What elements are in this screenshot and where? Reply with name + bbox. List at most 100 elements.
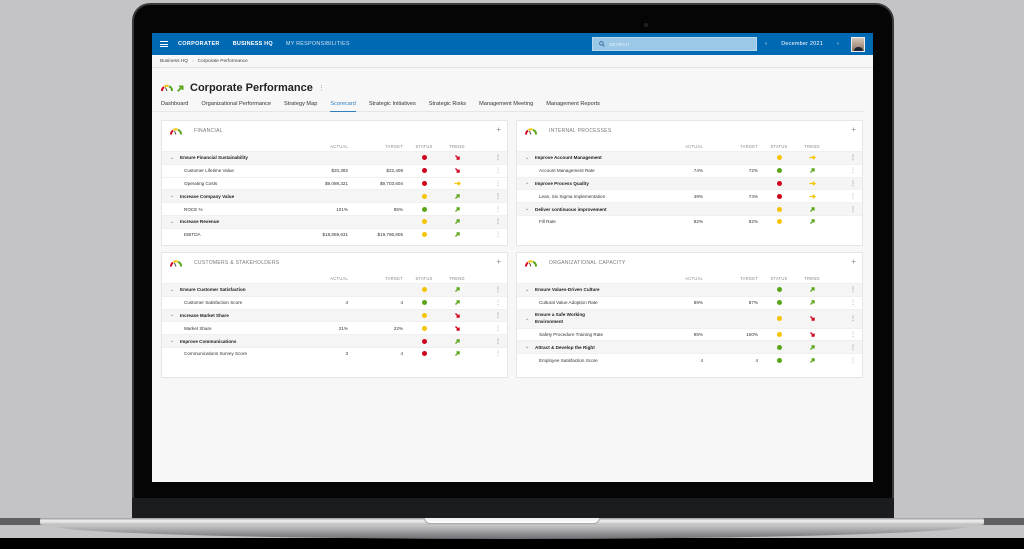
period-label[interactable]: December 2021 — [781, 41, 823, 47]
nav-business-hq[interactable]: BUSINESS HQ — [232, 41, 273, 47]
nav-my-responsibilities[interactable]: MY RESPONSIBILITIES — [285, 41, 350, 47]
row-menu-icon[interactable]: ⋮ — [495, 312, 501, 319]
row-menu-icon[interactable]: ⋮ — [495, 325, 501, 332]
row-name: Lean, Six Sigma Implementation — [539, 193, 606, 199]
objective-row[interactable]: ⌄ Deliver continuous improvement ⋮ — [517, 202, 862, 215]
row-menu-icon[interactable]: ⋮ — [495, 287, 501, 294]
kpi-row[interactable]: Fill Rate 82% 82% — [517, 214, 862, 228]
row-menu-icon[interactable]: ⋮ — [850, 287, 856, 294]
chevron-down-icon[interactable]: ⌄ — [525, 286, 530, 293]
logo[interactable]: CORPORATER — [178, 41, 220, 47]
objective-row[interactable]: ⌄ Improve Account Management ⋮ — [517, 151, 862, 164]
kpi-row[interactable]: ROCE % 101% 85% ⋮ — [162, 202, 507, 215]
tab-strategic-risks[interactable]: Strategic Risks — [428, 100, 467, 107]
add-button[interactable]: + — [851, 125, 856, 134]
prev-period-button[interactable]: ‹ — [765, 41, 768, 47]
breadcrumb-business-hq[interactable]: Business HQ — [160, 58, 188, 64]
chevron-down-icon[interactable]: ⌄ — [170, 286, 175, 293]
page-menu-icon[interactable]: ⋮ — [317, 85, 325, 92]
tab-management-meeting[interactable]: Management Meeting — [479, 100, 534, 107]
row-name: Deliver continuous improvement — [535, 206, 607, 212]
chevron-down-icon[interactable]: ⌄ — [525, 180, 530, 187]
kpi-row[interactable]: Account Management Rate 74% 72% ⋮ — [517, 163, 862, 177]
kpi-row[interactable]: Market Share 21% 22% ⋮ — [162, 321, 507, 334]
menu-icon[interactable] — [160, 41, 168, 47]
chevron-down-icon[interactable]: ⌄ — [170, 154, 175, 161]
search-input[interactable]: SEARCH — [592, 37, 758, 51]
chevron-down-icon[interactable]: ⌄ — [525, 315, 530, 322]
row-menu-icon[interactable]: ⋮ — [850, 344, 856, 351]
row-menu-icon[interactable]: ⋮ — [850, 206, 856, 213]
kpi-row[interactable]: Cultural Value Adoption Rate 89% 87% ⋮ — [517, 295, 862, 309]
chevron-down-icon[interactable]: ⌄ — [170, 218, 175, 225]
add-button[interactable]: + — [496, 257, 501, 266]
app-screen: CORPORATER BUSINESS HQ MY RESPONSIBILITI… — [152, 33, 873, 482]
chevron-down-icon[interactable]: ⌄ — [170, 193, 175, 200]
objective-row[interactable]: ⌄ Ensure Values-Driven Culture ⋮ — [517, 283, 862, 296]
row-menu-icon[interactable]: ⋮ — [850, 193, 856, 200]
row-menu-icon[interactable]: ⋮ — [850, 357, 856, 364]
tab-strategic-initiatives[interactable]: Strategic Initiatives — [368, 100, 416, 107]
kpi-row[interactable]: Safety Procedure Training Rate 95% 100% ⋮ — [517, 327, 862, 341]
row-menu-icon[interactable]: ⋮ — [495, 338, 501, 345]
chevron-down-icon[interactable]: ⌄ — [525, 206, 530, 213]
objective-row[interactable]: ⌄ Improve Process Quality ⋮ — [517, 176, 862, 190]
col-trend: TREND — [804, 275, 820, 281]
objective-row[interactable]: ⌄ Improve Communications ⋮ — [162, 334, 507, 347]
tab-dashboard[interactable]: Dashboard — [161, 100, 189, 107]
trend-up-icon — [809, 357, 815, 363]
chevron-down-icon[interactable]: ⌄ — [170, 312, 175, 319]
chevron-down-icon[interactable]: ⌄ — [170, 338, 175, 345]
row-menu-icon[interactable]: ⋮ — [850, 300, 856, 307]
row-menu-icon[interactable]: ⋮ — [495, 155, 501, 162]
target-value: $9,703,604 — [380, 180, 403, 186]
row-menu-icon[interactable]: ⋮ — [495, 206, 501, 213]
tab-organizational-performance[interactable]: Organizational Performance — [201, 100, 272, 107]
row-menu-icon[interactable]: ⋮ — [495, 351, 501, 358]
trend-flat-icon — [809, 155, 816, 161]
row-menu-icon[interactable]: ⋮ — [850, 316, 856, 323]
kpi-row[interactable]: Customer Satisfaction Score 4 4 ⋮ — [162, 295, 507, 309]
status-red-icon — [421, 168, 427, 174]
objective-row[interactable]: ⌄ Increase Revenue ⋮ — [162, 214, 507, 228]
chevron-down-icon[interactable]: ⌄ — [525, 154, 530, 161]
avatar[interactable] — [851, 36, 865, 52]
kpi-row[interactable]: Communications Survey Score 3 4 ⋮ — [162, 346, 507, 360]
row-menu-icon[interactable]: ⋮ — [495, 168, 501, 175]
row-menu-icon[interactable]: ⋮ — [495, 300, 501, 307]
row-menu-icon[interactable]: ⋮ — [495, 180, 501, 187]
kpi-row[interactable]: EBITDA $18,859,631 $19,796,805 ⋮ — [162, 227, 507, 241]
gauge-icon — [161, 84, 173, 92]
row-menu-icon[interactable]: ⋮ — [850, 180, 856, 187]
objective-row[interactable]: ⌄ Increase Market Share ⋮ — [162, 308, 507, 322]
row-menu-icon[interactable]: ⋮ — [495, 232, 501, 239]
status-red-icon — [421, 155, 427, 161]
add-button[interactable]: + — [851, 257, 856, 266]
row-menu-icon[interactable]: ⋮ — [850, 168, 856, 175]
row-menu-icon[interactable]: ⋮ — [850, 155, 856, 162]
row-menu-icon[interactable]: ⋮ — [850, 331, 856, 338]
tab-scorecard[interactable]: Scorecard — [330, 98, 356, 112]
row-menu-icon[interactable]: ⋮ — [495, 193, 501, 200]
target-value: 72% — [748, 168, 758, 174]
add-button[interactable]: + — [496, 125, 501, 134]
status-yellow-icon — [421, 325, 427, 331]
objective-row[interactable]: ⌄ Ensure Financial Sustainability ⋮ — [162, 151, 507, 164]
tab-strategy-map[interactable]: Strategy Map — [284, 100, 318, 107]
kpi-row[interactable]: Operating Costs $9,089,321 $9,703,604 ⋮ — [162, 176, 507, 190]
objective-row[interactable]: ⌄ Ensure a Safe Working Environment ⋮ — [517, 308, 862, 328]
tab-management-reports[interactable]: Management Reports — [546, 100, 600, 107]
objective-row[interactable]: ⌄ Attract & Develop the Right ⋮ — [517, 340, 862, 354]
chevron-down-icon[interactable]: ⌄ — [525, 344, 530, 351]
kpi-row[interactable]: Customer Lifetime Value $20,392 $22,408 ⋮ — [162, 163, 507, 177]
col-status: STATUS — [415, 143, 433, 149]
row-menu-icon[interactable]: ⋮ — [495, 219, 501, 226]
kpi-row[interactable]: Employee Satisfaction Score 4 4 ⋮ — [517, 353, 862, 366]
row-name: Increase Company Value — [180, 193, 235, 199]
objective-row[interactable]: ⌄ Increase Company Value ⋮ — [162, 189, 507, 203]
kpi-row[interactable]: Lean, Six Sigma Implementation 49% 74% ⋮ — [517, 189, 862, 202]
scorecard-grid: FINANCIAL + ACTUAL TARGET STATUS TREND ⌄ Ensure… — [161, 120, 863, 378]
objective-row[interactable]: ⌄ Ensure Customer Satisfaction ⋮ — [162, 283, 507, 296]
next-period-button[interactable]: › — [836, 41, 839, 47]
